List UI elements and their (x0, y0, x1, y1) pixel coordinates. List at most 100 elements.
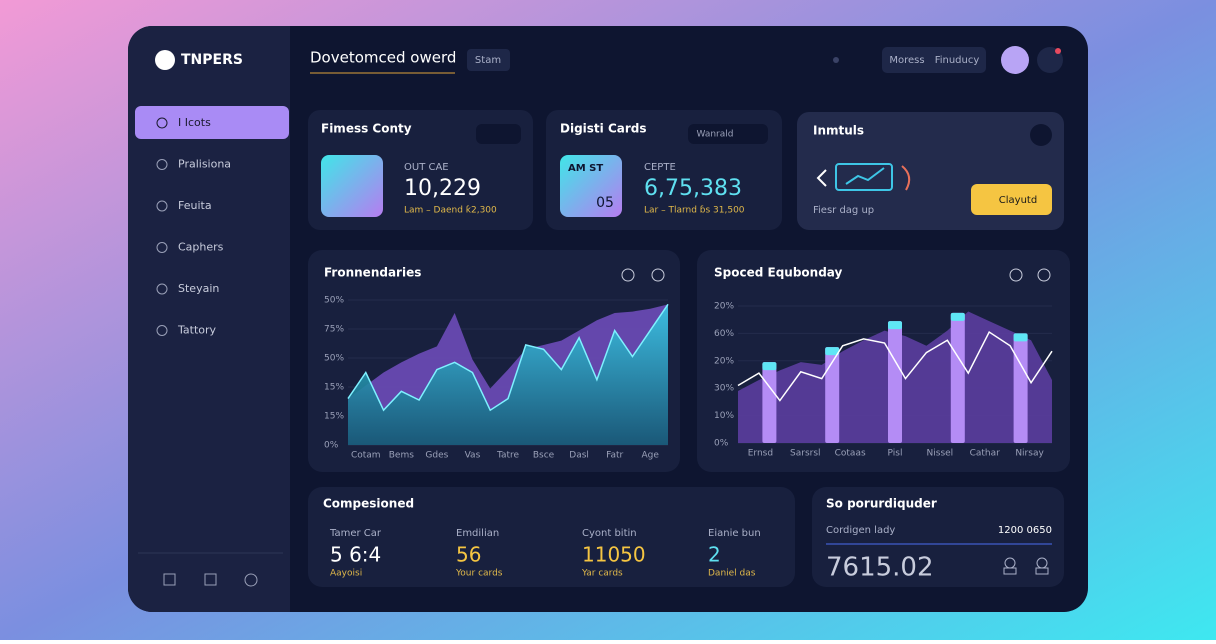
summary-value: 7615.02 (826, 553, 934, 583)
x-tick-label: Vas (465, 451, 481, 461)
x-tick-label: Cotam (351, 451, 381, 461)
x-tick-label: Bsce (533, 451, 555, 461)
panel-icon[interactable] (621, 268, 635, 282)
y-tick-label: 50% (324, 296, 344, 306)
nav-icon (156, 117, 168, 129)
bar (825, 347, 840, 443)
card-chip[interactable] (476, 124, 521, 144)
tile (321, 155, 383, 217)
nav-item[interactable]: Tattory (177, 324, 217, 337)
x-tick-label: Nissel (927, 449, 954, 459)
stat-note: Aayoisi (330, 569, 362, 579)
nav-item[interactable]: Caphers (178, 241, 224, 254)
bar (1013, 333, 1028, 443)
stat-note: Your cards (455, 569, 503, 579)
tile-bottom: 05 (596, 195, 614, 211)
summary-icons[interactable] (1003, 557, 1049, 575)
header-title: Dovetomced owerd (310, 49, 456, 67)
nav-item[interactable]: I Icots (178, 116, 211, 129)
stat-value: 56 (456, 543, 481, 567)
bar (950, 312, 965, 443)
card-label: OUT CAE (404, 162, 449, 173)
nav-icon (156, 159, 168, 170)
nav-item[interactable]: Feuita (178, 199, 212, 212)
bar (762, 362, 777, 443)
y-tick-label: 20% (714, 356, 734, 366)
card-icon[interactable] (1030, 124, 1052, 146)
y-tick-label: 0% (714, 439, 729, 449)
y-tick-label: 30% (714, 384, 734, 394)
header-button[interactable]: Moress (889, 55, 924, 66)
panel (308, 487, 795, 587)
x-tick-label: Age (642, 451, 660, 461)
logo-icon (155, 50, 175, 70)
stat-note: Yar cards (581, 569, 623, 579)
tab-label[interactable]: Stam (475, 55, 501, 66)
nav-item[interactable]: Steyain (178, 282, 219, 295)
sidebar-footer-icons[interactable] (163, 573, 258, 587)
stat-value: 2 (708, 543, 721, 567)
area (348, 304, 668, 445)
x-tick-label: Gdes (425, 451, 448, 461)
card-value: 6,75,383 (644, 176, 742, 201)
summary-label: Cordigen lady (826, 525, 895, 536)
stat-label: Cyont bitin (582, 528, 637, 539)
panel-icon[interactable] (1037, 268, 1051, 282)
nav-icon (156, 200, 168, 212)
card-note: Lam – Daend ƙ2,300 (404, 206, 497, 216)
card-button-label[interactable]: Clayutd (999, 195, 1037, 206)
bar-cap (825, 347, 840, 356)
tile-top: AM ST (568, 163, 603, 174)
card-value: 10,229 (404, 176, 481, 201)
y-tick-label: 15% (324, 412, 344, 422)
y-tick-label: 10% (714, 411, 734, 421)
notify-dot (1055, 48, 1061, 54)
panel-icon[interactable] (651, 268, 665, 282)
x-tick-label: Ernsd (748, 449, 773, 459)
stat-label: Tamer Car (329, 528, 382, 539)
card-badge: Wanrald (697, 130, 734, 140)
card-title: Digisti Cards (560, 122, 647, 136)
bar-cap (762, 362, 777, 371)
bar (888, 321, 902, 443)
card-note: Lar – Tlarnd ɓs 31,500 (644, 206, 745, 216)
chart-title: Spoced Equbonday (714, 266, 843, 280)
panel (812, 487, 1064, 587)
bar-cap (888, 321, 902, 330)
x-tick-label: Fatr (606, 451, 623, 461)
series-line (347, 303, 669, 412)
tile (560, 155, 622, 217)
y-tick-label: 60% (714, 329, 734, 339)
y-tick-label: 15% (324, 383, 344, 393)
stats-title: Compesioned (323, 497, 414, 511)
nav-item[interactable]: Pralisiona (178, 158, 231, 171)
y-tick-label: 50% (324, 354, 344, 364)
x-tick-label: Nirsay (1015, 449, 1044, 459)
stat-label: Eianie bun (708, 528, 761, 539)
y-tick-label: 75% (324, 325, 344, 335)
nav-icon (156, 242, 168, 253)
x-tick-label: Tatre (496, 451, 520, 461)
y-tick-label: 20% (714, 302, 734, 312)
logo: TNPERS (181, 52, 243, 68)
stat-note: Daniel das (708, 569, 756, 579)
bar-cap (1013, 333, 1028, 342)
avatar[interactable] (1001, 46, 1029, 74)
illustration (816, 163, 911, 191)
panel-icon[interactable] (1009, 268, 1023, 282)
summary-title: So porurdiquder (826, 497, 937, 511)
active-item[interactable] (135, 106, 289, 139)
x-tick-label: Dasl (569, 451, 589, 461)
x-tick-label: Cathar (970, 449, 1001, 459)
tab[interactable] (467, 49, 510, 71)
bar-cap (950, 312, 965, 321)
x-tick-label: Cotaas (835, 449, 866, 459)
button-group[interactable] (882, 47, 986, 73)
card-button[interactable] (971, 184, 1052, 215)
card-chip[interactable] (688, 124, 768, 144)
nav-icon (156, 325, 168, 336)
card-note: Fiesr dag up (813, 205, 874, 216)
header-button[interactable]: Finuducy (935, 55, 980, 66)
chart-title: Fronnendaries (324, 266, 421, 280)
